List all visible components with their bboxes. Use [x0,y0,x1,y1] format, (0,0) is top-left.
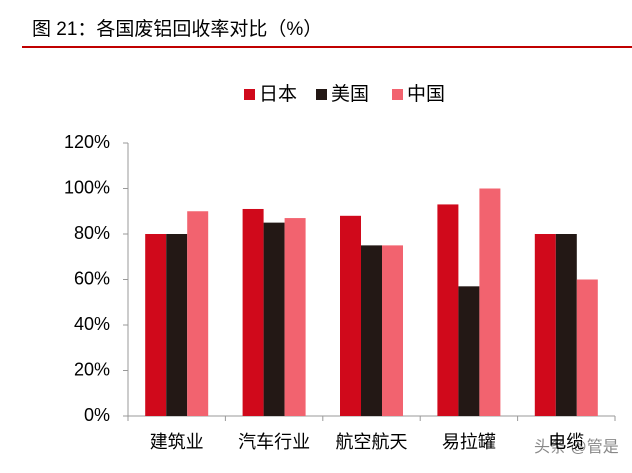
y-tick-label: 0% [84,405,110,425]
bar [382,245,403,416]
legend-label: 日本 [259,83,297,105]
legend-swatch [392,89,403,100]
bar [555,234,577,416]
y-tick-label: 100% [64,177,110,197]
bar [340,215,361,416]
bar [242,208,264,416]
x-tick-label: 航空航天 [336,432,408,452]
legend-label: 美国 [331,83,369,105]
y-tick-label: 40% [74,314,110,334]
legend-swatch [244,89,255,100]
legend-label: 中国 [407,83,445,105]
bar [437,204,459,416]
watermark: 头条 @管是 [534,438,619,456]
y-tick-label: 80% [74,223,110,243]
bar [361,245,382,416]
x-tick-label: 电缆 [548,432,584,452]
bar [263,222,285,416]
bar [534,234,556,416]
bar [576,279,598,416]
y-tick-label: 60% [74,268,110,288]
bar [479,188,501,416]
chart-title: 图 21：各国废铝回收率对比（%） [32,18,322,40]
bar [166,234,188,416]
y-tick-label: 20% [74,359,110,379]
y-tick-label: 120% [64,132,110,152]
x-tick-label: 建筑业 [150,432,204,452]
legend-swatch [316,89,327,100]
x-tick-label: 汽车行业 [238,432,310,452]
bar [187,211,209,416]
bar [145,234,167,416]
bar [458,286,480,416]
bar [284,218,306,416]
x-tick-label: 易拉罐 [442,432,496,452]
